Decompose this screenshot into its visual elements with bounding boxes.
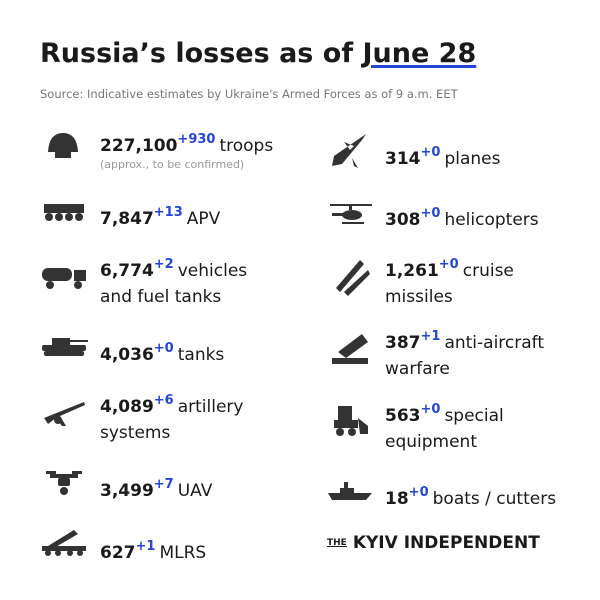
loss-delta: +13 bbox=[153, 205, 183, 220]
item-line: systems bbox=[100, 420, 244, 446]
loss-label: helicopters bbox=[444, 210, 539, 230]
icon-tank bbox=[42, 338, 88, 356]
loss-value: 4,089 bbox=[100, 397, 154, 417]
loss-value: 308 bbox=[385, 210, 421, 230]
icon-vehicle bbox=[42, 268, 86, 289]
loss-value: 227,100 bbox=[100, 136, 178, 156]
loss-delta: +0 bbox=[438, 257, 459, 272]
loss-label: systems bbox=[100, 423, 171, 443]
title-prefix: Russia’s losses as of bbox=[40, 38, 354, 69]
item-line: 4,036+0 tanks bbox=[100, 336, 224, 368]
loss-value: 1,261 bbox=[385, 261, 439, 281]
loss-label: anti-aircraft bbox=[444, 333, 545, 353]
loss-label: MLRS bbox=[159, 543, 207, 563]
icon-artillery bbox=[44, 402, 85, 426]
loss-delta: +7 bbox=[153, 477, 174, 492]
item-line: and fuel tanks bbox=[100, 284, 247, 310]
icon-uav bbox=[46, 471, 82, 495]
loss-value: 4,036 bbox=[100, 345, 154, 365]
item-line: 3,499+7 UAV bbox=[100, 472, 212, 504]
item-line: 387+1 anti-aircraft bbox=[385, 324, 544, 356]
item-line: 308+0 helicopters bbox=[385, 201, 539, 233]
icon-helmet bbox=[48, 133, 78, 158]
loss-label: troops bbox=[219, 136, 274, 156]
loss-value: 563 bbox=[385, 406, 421, 426]
footer-name: KYIV INDEPENDENT bbox=[352, 533, 540, 553]
loss-item: 314+0 planes bbox=[385, 140, 500, 172]
title: Russia’s losses as of June 28 bbox=[40, 38, 476, 69]
loss-value: 387 bbox=[385, 333, 421, 353]
loss-delta: +1 bbox=[135, 539, 156, 554]
loss-value: 18 bbox=[385, 489, 409, 509]
loss-item: 627+1 MLRS bbox=[100, 534, 206, 566]
item-line: 627+1 MLRS bbox=[100, 534, 206, 566]
loss-value: 7,847 bbox=[100, 209, 154, 229]
item-line: 563+0 special bbox=[385, 397, 504, 429]
item-line: equipment bbox=[385, 429, 504, 455]
loss-value: 3,499 bbox=[100, 481, 154, 501]
icon-boat bbox=[328, 482, 372, 500]
loss-item: 4,036+0 tanks bbox=[100, 336, 224, 368]
loss-delta: +0 bbox=[420, 145, 441, 160]
loss-value: 6,774 bbox=[100, 261, 154, 281]
item-line: 314+0 planes bbox=[385, 140, 500, 172]
loss-label: cruise bbox=[462, 261, 514, 281]
loss-label: warfare bbox=[385, 359, 450, 379]
loss-delta: +0 bbox=[420, 402, 441, 417]
loss-label: boats / cutters bbox=[432, 489, 557, 509]
icon-plane bbox=[332, 134, 366, 168]
loss-delta: +930 bbox=[177, 132, 216, 147]
loss-value: 627 bbox=[100, 543, 136, 563]
loss-delta: +2 bbox=[153, 257, 174, 272]
loss-item: 7,847+13 APV bbox=[100, 200, 220, 232]
loss-note: (approx., to be confirmed) bbox=[100, 158, 245, 171]
footer-the: THE bbox=[327, 538, 347, 548]
loss-item: 3,499+7 UAV bbox=[100, 472, 212, 504]
loss-value: 314 bbox=[385, 149, 421, 169]
loss-label: missiles bbox=[385, 287, 453, 307]
loss-label: artillery bbox=[177, 397, 244, 417]
icon-helicopter bbox=[330, 204, 372, 224]
item-line: missiles bbox=[385, 284, 514, 310]
loss-item: 4,089+6 artillery systems bbox=[100, 388, 244, 446]
title-date: June 28 bbox=[362, 38, 477, 69]
item-line: 18+0 boats / cutters bbox=[385, 480, 556, 512]
loss-item: 1,261+0 cruise missiles bbox=[385, 252, 514, 310]
loss-label: vehicles bbox=[177, 261, 248, 281]
icon-missiles bbox=[336, 260, 370, 296]
item-line: warfare bbox=[385, 356, 544, 382]
loss-delta: +0 bbox=[420, 206, 441, 221]
icon-mlrs bbox=[42, 530, 86, 556]
loss-item: 563+0 special equipment bbox=[385, 397, 504, 455]
loss-item: 387+1 anti-aircraft warfare bbox=[385, 324, 544, 382]
loss-delta: +0 bbox=[153, 341, 174, 356]
item-line: 227,100+930 troops bbox=[100, 127, 273, 159]
item-line: 4,089+6 artillery bbox=[100, 388, 244, 420]
loss-label: UAV bbox=[177, 481, 213, 501]
loss-label: special bbox=[444, 406, 504, 426]
loss-label: tanks bbox=[177, 345, 225, 365]
loss-item: 308+0 helicopters bbox=[385, 201, 539, 233]
item-line: 6,774+2 vehicles bbox=[100, 252, 247, 284]
icon-apv bbox=[44, 204, 84, 221]
loss-delta: +0 bbox=[408, 485, 429, 500]
loss-delta: +6 bbox=[153, 393, 174, 408]
item-line: 7,847+13 APV bbox=[100, 200, 220, 232]
loss-item: 6,774+2 vehicles and fuel tanks bbox=[100, 252, 247, 310]
icon-antiaircraft bbox=[332, 334, 368, 364]
loss-item: 18+0 boats / cutters bbox=[385, 480, 556, 512]
source: Source: Indicative estimates by Ukraine'… bbox=[40, 87, 458, 101]
loss-item: 227,100+930 troops (approx., to be confirm… bbox=[100, 127, 273, 171]
loss-label: equipment bbox=[385, 432, 477, 452]
item-line: 1,261+0 cruise bbox=[385, 252, 514, 284]
loss-delta: +1 bbox=[420, 329, 441, 344]
loss-label: APV bbox=[186, 209, 221, 229]
loss-label: and fuel tanks bbox=[100, 287, 222, 307]
icon-special bbox=[334, 406, 368, 436]
footer: THE KYIV INDEPENDENT bbox=[327, 533, 540, 553]
loss-label: planes bbox=[444, 149, 501, 169]
